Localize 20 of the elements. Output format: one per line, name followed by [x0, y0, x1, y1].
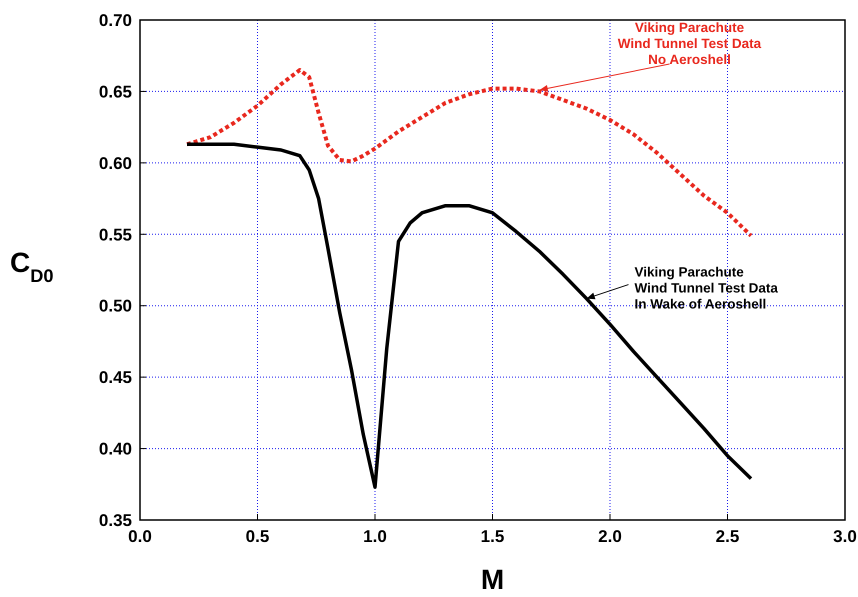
y-tick-label: 0.60 — [98, 154, 132, 173]
y-tick-label: 0.35 — [98, 511, 132, 530]
y-tick-label: 0.65 — [98, 82, 132, 102]
line-series — [185, 68, 753, 238]
x-tick-label: 0.0 — [128, 527, 152, 546]
y-tick-label: 0.55 — [98, 225, 132, 244]
x-tick-label: 1.5 — [480, 527, 504, 546]
x-tick-label: 0.5 — [246, 527, 270, 546]
x-tick-label: 2.5 — [716, 527, 740, 546]
y-axis-title: C$_{D0}$ — [10, 247, 54, 286]
x-tick-label: 1.0 — [363, 527, 387, 546]
annotation: Viking Parachute Wind Tunnel Test Data No Aeroshell — [618, 20, 762, 67]
annotation: Viking Parachute Wind Tunnel Test Data In Wake of Aeroshell — [634, 264, 778, 312]
y-tick-label: 0.40 — [98, 440, 132, 459]
y-tick-label: 0.45 — [98, 368, 132, 388]
y-tick-label: 0.50 — [98, 296, 132, 316]
x-tick-label: 3.0 — [833, 527, 857, 546]
y-tick-label: 0.70 — [98, 11, 132, 30]
x-axis-title: M — [480, 564, 504, 595]
x-tick-label: 2.0 — [598, 527, 622, 546]
